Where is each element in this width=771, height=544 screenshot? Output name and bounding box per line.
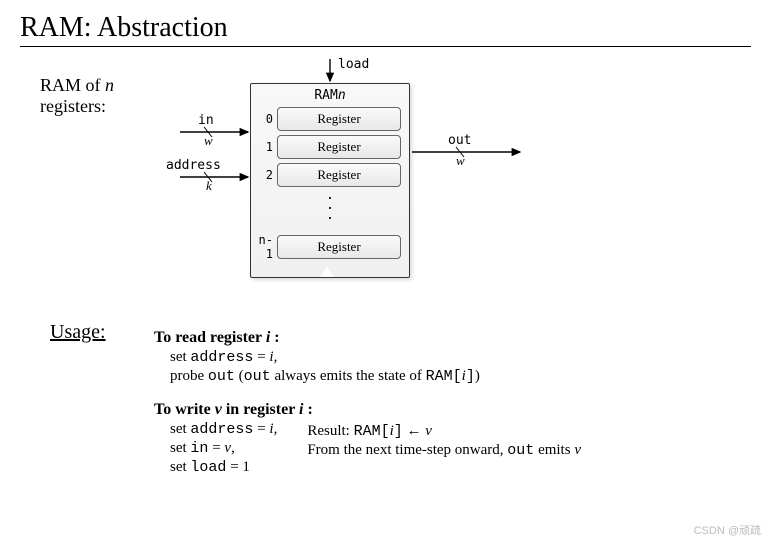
ram-diagram: load in w address k out w RAMn 0 Registe… [160, 57, 560, 307]
write-header: To write v in register i : [154, 401, 581, 419]
register-row: 1 Register [275, 135, 401, 159]
watermark: CSDN @顽疏 [694, 522, 761, 538]
register-box: Register [277, 235, 401, 259]
var-v: v [215, 401, 222, 418]
register-box: Register [277, 107, 401, 131]
ram-title-prefix: RAM [314, 88, 337, 103]
code: out [208, 368, 235, 385]
code: ] [466, 368, 475, 385]
usage-heading: Usage: [50, 321, 130, 476]
usage-section: Usage: To read register i : set address … [50, 321, 751, 476]
write-line-3: set load = 1 [170, 459, 277, 476]
address-width: k [206, 178, 212, 194]
t: : [303, 401, 312, 418]
page-title: RAM: Abstraction [20, 12, 751, 47]
t: , [274, 421, 278, 437]
ellipsis-icon: ··· [259, 193, 401, 223]
ram-box: RAMn 0 Register 1 Register 2 Register ··… [250, 83, 410, 278]
write-block: set address = i, set in = v, set load = … [154, 419, 581, 476]
in-label: in [198, 113, 214, 128]
register-row: 2 Register [275, 163, 401, 187]
t: = [208, 440, 224, 456]
read-header: To read register i : [154, 329, 581, 347]
code: load [190, 459, 226, 476]
t: emits [534, 442, 574, 458]
register-index: 1 [253, 140, 277, 154]
t: To read register [154, 329, 266, 346]
t: set [170, 440, 190, 456]
code: out [507, 442, 534, 459]
register-index: n-1 [253, 233, 277, 261]
ram-title-n: n [338, 88, 346, 103]
register-row: n-1 Register [275, 233, 401, 261]
in-width: w [204, 133, 213, 149]
read-line-2: probe out (out always emits the state of… [170, 368, 581, 385]
caption-n: n [105, 75, 114, 95]
load-label: load [338, 57, 369, 72]
out-label: out [448, 133, 471, 148]
t: = [253, 349, 269, 365]
t: ) [475, 368, 480, 384]
register-box: Register [277, 135, 401, 159]
out-width: w [456, 153, 465, 169]
var-v: v [574, 442, 581, 458]
register-row: 0 Register [275, 107, 401, 131]
code: RAM[ [426, 368, 462, 385]
t: in register [222, 401, 299, 418]
register-box: Register [277, 163, 401, 187]
write-steps: set address = i, set in = v, set load = … [154, 419, 277, 476]
var-v: v [425, 423, 432, 439]
t: set [170, 459, 190, 475]
t: set [170, 421, 190, 437]
result-line-1: Result: RAM[i] ← v [307, 423, 581, 440]
code: address [190, 421, 253, 438]
code: RAM[ [354, 423, 390, 440]
code: in [190, 440, 208, 457]
code: address [190, 349, 253, 366]
t: set [170, 349, 190, 365]
t: = 1 [226, 459, 249, 475]
t: probe [170, 368, 208, 384]
address-label: address [166, 158, 221, 173]
caption-text-1: RAM of [40, 75, 105, 95]
t: To write [154, 401, 215, 418]
write-line-1: set address = i, [170, 421, 277, 438]
t: = [253, 421, 269, 437]
t: , [231, 440, 235, 456]
write-result: Result: RAM[i] ← v From the next time-st… [307, 423, 581, 459]
register-index: 2 [253, 168, 277, 182]
t: From the next time-step onward, [307, 442, 507, 458]
code: out [244, 368, 271, 385]
t: , [274, 349, 278, 365]
read-line-1: set address = i, [170, 349, 581, 366]
top-row: RAM of n registers: load in w address [40, 57, 751, 307]
t: : [270, 329, 279, 346]
result-line-2: From the next time-step onward, out emit… [307, 442, 581, 459]
register-index: 0 [253, 112, 277, 126]
arrow: ← [403, 423, 426, 439]
left-caption: RAM of n registers: [40, 75, 140, 117]
t: Result: [307, 423, 353, 439]
code: ] [394, 423, 403, 440]
clock-triangle-icon [320, 267, 334, 277]
usage-body: To read register i : set address = i, pr… [154, 321, 581, 476]
write-line-2: set in = v, [170, 440, 277, 457]
t: ( [235, 368, 244, 384]
t: always emits the state of [271, 368, 426, 384]
caption-text-2: registers: [40, 96, 106, 116]
ram-box-title: RAMn [259, 88, 401, 103]
